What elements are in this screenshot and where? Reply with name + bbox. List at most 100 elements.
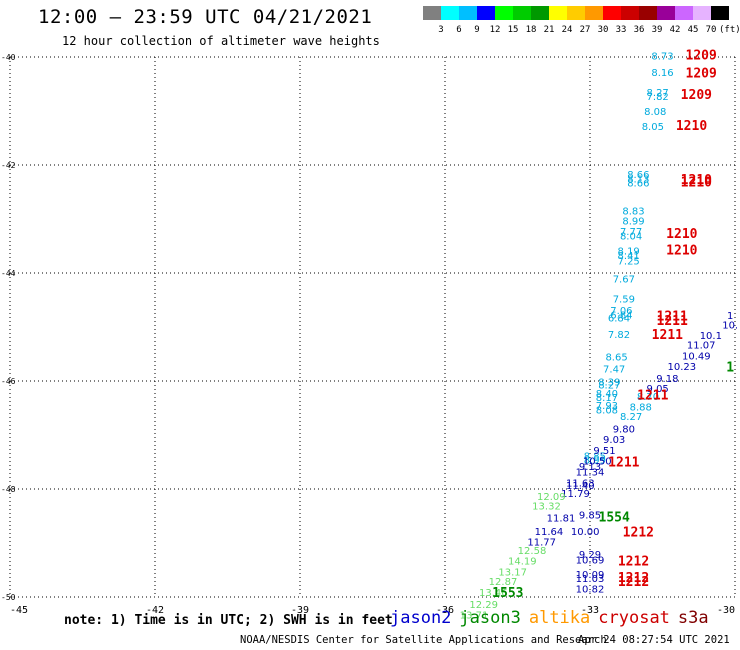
y-tick-label: -46 — [1, 377, 16, 386]
wave-height-label: 8.05 — [642, 122, 664, 133]
pass-label: 1212 — [618, 555, 649, 570]
wave-height-label: 13.46 — [479, 588, 508, 599]
color-scale-tick: 33 — [615, 25, 627, 35]
wave-height-label: 11.63 — [566, 478, 595, 489]
wave-height-label: 9.85 — [579, 511, 601, 522]
wave-height-label: 9.29 — [579, 550, 601, 561]
chart-subtitle: 12 hour collection of altimeter wave hei… — [62, 34, 380, 48]
wave-height-label: 11.64 — [535, 527, 564, 538]
wave-height-label: 7.06 — [610, 306, 632, 317]
pass-label: 1210 — [666, 227, 697, 242]
pass-label: 1211 — [637, 388, 668, 403]
pass-label: 1211 — [652, 328, 683, 343]
wave-height-label: 13.71 — [460, 611, 489, 622]
wave-height-label: 11.34 — [576, 468, 605, 479]
wave-height-label: 1 — [727, 311, 733, 322]
pass-label: 1209 — [686, 49, 717, 64]
color-swatch — [423, 6, 441, 20]
wave-height-label: 12.09 — [537, 492, 566, 503]
legend-entry-jason3: jason3 — [459, 608, 521, 628]
color-scale-tick: 45 — [687, 25, 699, 35]
legend-entry-s3a: s3a — [677, 608, 709, 628]
color-swatch — [531, 6, 549, 20]
wave-height-label: 12.29 — [469, 600, 498, 611]
wave-height-label: 10.23 — [668, 362, 697, 373]
wave-height-label: 13.17 — [498, 567, 527, 578]
x-tick-label: -33 — [581, 605, 599, 616]
pass-label: 1212 — [618, 571, 649, 586]
x-tick-label: -30 — [717, 605, 735, 616]
pass-label: 1212 — [623, 526, 654, 541]
wave-height-label: 8.99 — [584, 456, 606, 467]
wave-height-label: 7.25 — [618, 256, 640, 267]
color-scale-tick: 24 — [561, 25, 573, 35]
wave-height-label: 10.09 — [576, 570, 605, 581]
footer-credit: NOAA/NESDIS Center for Satellite Applica… — [240, 634, 607, 646]
color-scale-tick: 27 — [579, 25, 591, 35]
color-swatch — [675, 6, 693, 20]
wave-height-label: 7.82 — [647, 92, 669, 103]
wave-height-label: 7.93 — [596, 401, 618, 412]
wave-height-label: 8.39 — [598, 377, 620, 388]
wave-height-label: 13.32 — [532, 502, 561, 513]
pass-label: 1211 — [657, 314, 688, 329]
wave-height-label: 11.79 — [561, 489, 590, 500]
wave-height-label: 6.84 — [608, 314, 630, 325]
pass-label: 1212 — [618, 575, 649, 590]
wave-height-label: 9.05 — [647, 384, 669, 395]
wave-height-label: 9.13 — [579, 462, 601, 473]
pass-label: 1553 — [492, 586, 523, 601]
legend-entry-jason2: jason2 — [390, 608, 452, 628]
color-swatch — [549, 6, 567, 20]
wave-height-label: 8.08 — [644, 107, 666, 118]
wave-height-label: 10.49 — [682, 351, 711, 362]
x-tick-label: -36 — [436, 605, 454, 616]
wave-height-label: 8.83 — [622, 207, 644, 218]
color-scale-tick: 21 — [543, 25, 555, 35]
wave-height-label: 11.03 — [576, 574, 605, 585]
wave-height-label: 8.66 — [627, 179, 649, 190]
wave-height-label: 8.17 — [596, 393, 618, 404]
color-scale-tick: 39 — [651, 25, 663, 35]
color-swatch — [585, 6, 603, 20]
wave-height-label: 10.50 — [583, 457, 612, 468]
color-scale-tick: 42 — [669, 25, 681, 35]
footer-timestamp: Apr 24 08:27:54 UTC 2021 — [578, 634, 730, 646]
color-swatch — [477, 6, 495, 20]
wave-height-label: 9.51 — [593, 446, 615, 457]
pass-label: 1211 — [657, 310, 688, 325]
color-swatch — [693, 6, 711, 20]
legend-entry-altika: altika — [528, 608, 591, 628]
wave-height-label: 9.18 — [656, 374, 678, 385]
wave-height-label: 10.82 — [576, 585, 605, 596]
color-swatch — [639, 6, 657, 20]
color-swatch — [459, 6, 477, 20]
wave-height-label: 8.88 — [630, 403, 652, 414]
wave-height-label: 8.27 — [647, 88, 669, 99]
pass-label: 1 — [726, 360, 734, 375]
color-scale-tick: 18 — [525, 25, 537, 35]
wave-height-label: 6.84 — [610, 310, 632, 321]
y-tick-label: -48 — [1, 485, 16, 494]
wave-height-label: 8.70 — [637, 392, 659, 403]
wave-height-label: 8.99 — [622, 216, 644, 227]
wave-height-label: 11.81 — [547, 513, 576, 524]
wave-height-label: 7.47 — [603, 364, 625, 375]
pass-label: 1554 — [599, 510, 630, 525]
pass-label: 1210 — [666, 244, 697, 259]
wave-height-label: 8.08 — [596, 405, 618, 416]
wave-height-label: 7.59 — [613, 295, 635, 306]
pass-label: 1210 — [676, 119, 707, 134]
y-tick-label: -42 — [1, 161, 16, 170]
wave-height-label: 8.27 — [620, 412, 642, 423]
wave-height-label: 8.27 — [598, 381, 620, 392]
color-swatch — [711, 6, 729, 20]
wave-height-label: 10.00 — [571, 527, 600, 538]
x-tick-label: -42 — [146, 605, 164, 616]
wave-height-label: 7.67 — [613, 275, 635, 286]
color-scale-unit: (ft) — [719, 25, 740, 35]
wave-height-label: 12.87 — [489, 577, 518, 588]
wave-height-label: 10. — [722, 321, 738, 332]
wave-height-label: 7.82 — [608, 330, 630, 341]
